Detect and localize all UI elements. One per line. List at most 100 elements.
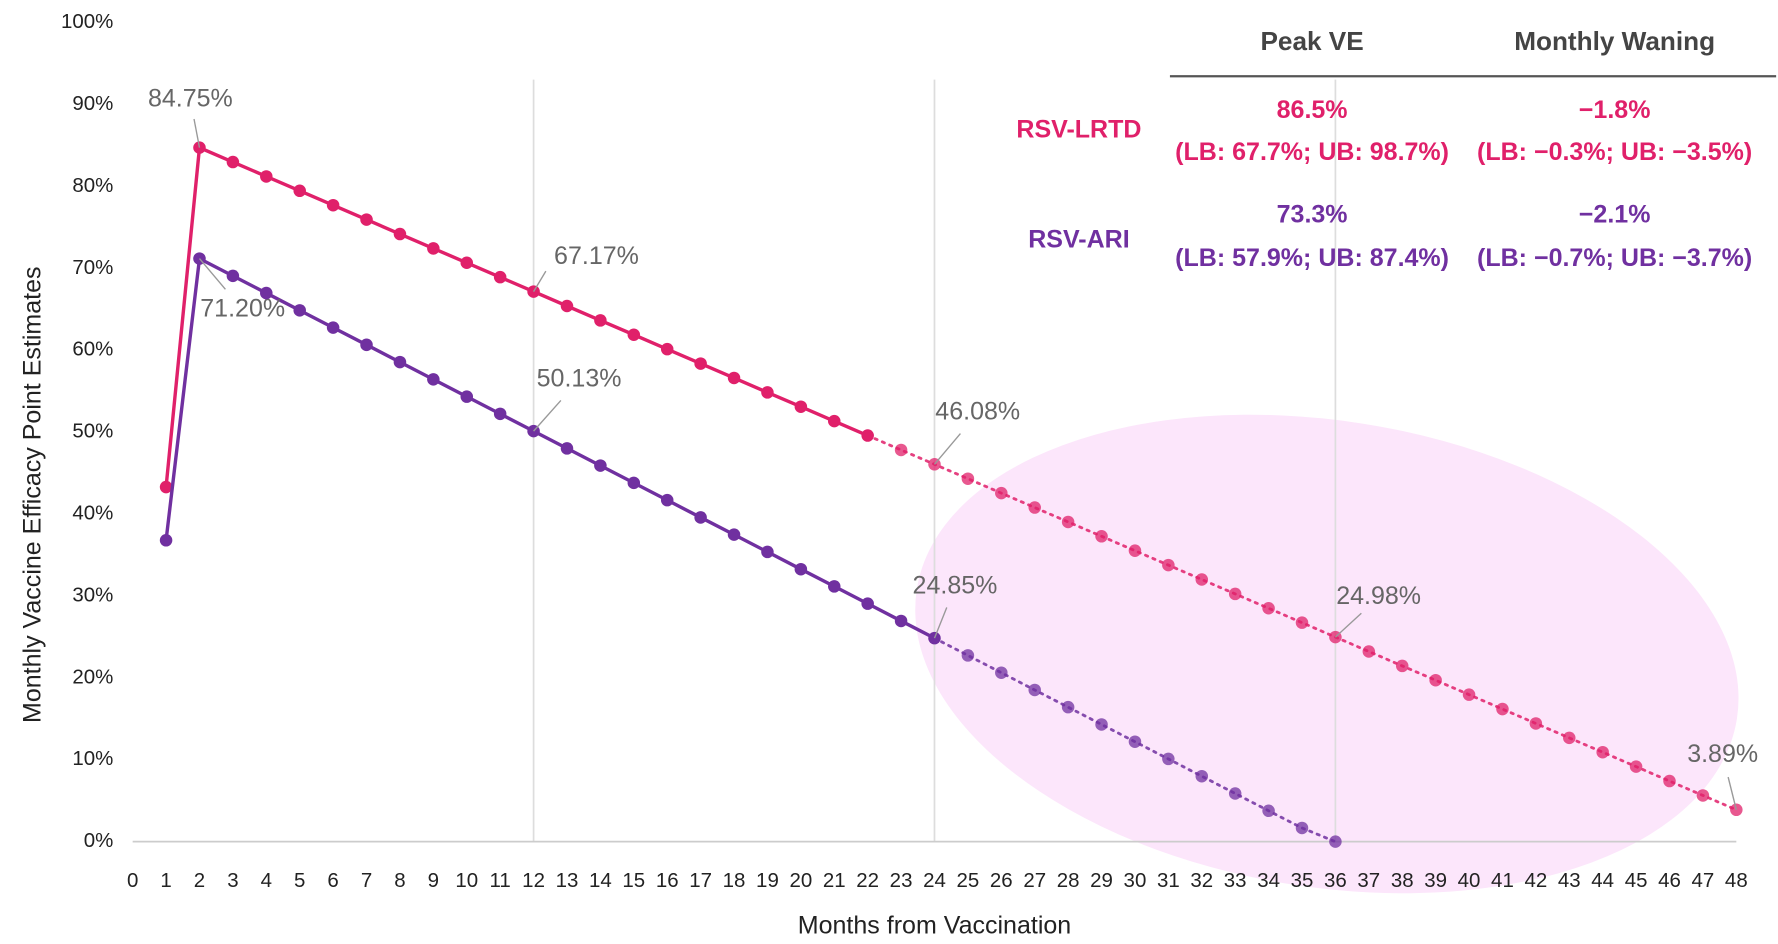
x-tick-label: 4 [261,869,272,892]
label-leader [933,607,948,639]
data-point [627,328,641,342]
x-tick-label: 30 [1124,869,1147,892]
data-point [1128,544,1142,557]
y-tick-label: 40% [72,501,113,524]
x-tick-label: 40 [1458,869,1481,892]
data-point [1596,745,1609,759]
x-tick-label: 22 [856,869,879,892]
data-point [460,390,474,403]
data-point [861,597,874,610]
data-point [961,472,975,485]
data-point [627,476,641,490]
data-label: 46.08% [935,398,1020,426]
table-cell: −1.8% [1579,96,1651,124]
x-tick-label: 34 [1257,869,1280,892]
data-point [260,286,273,300]
data-point [1663,774,1676,788]
data-point [1028,683,1041,697]
data-point [393,355,407,369]
data-label: 84.75% [148,84,233,112]
x-axis-title: Months from Vaccination [798,912,1071,940]
x-tick-label: 2 [194,869,205,892]
data-point [1128,735,1142,748]
y-tick-label: 100% [61,10,113,33]
y-tick-label: 70% [72,256,113,279]
legend-label: RSV-LRTD [1016,115,1141,143]
data-point [1195,573,1209,586]
data-point [660,342,674,356]
y-tick-label: 0% [84,829,114,852]
x-tick-label: 6 [327,869,338,892]
x-tick-label: 3 [227,869,238,892]
data-point [393,227,407,241]
data-point [460,256,474,270]
x-tick-label: 0 [127,869,138,892]
x-tick-label: 41 [1491,869,1514,892]
data-point [828,414,841,428]
label-leader [1727,776,1737,810]
data-point [694,511,707,524]
data-label: 50.13% [537,365,622,393]
y-tick-label: 90% [72,92,113,115]
data-point [1095,718,1108,731]
data-point [894,443,908,457]
y-tick-label: 50% [72,420,113,443]
label-leader [198,258,226,290]
data-point [1496,702,1509,716]
data-point [560,299,574,313]
x-tick-label: 45 [1625,869,1648,892]
x-tick-label: 15 [622,869,645,892]
data-point [159,534,173,547]
label-leader [532,270,547,292]
data-point [1262,804,1275,818]
data-point [326,321,340,334]
x-tick-label: 12 [522,869,545,892]
x-tick-label: 42 [1524,869,1547,892]
y-tick-label: 80% [72,174,113,197]
table-cell: (LB: −0.7%; UB: −3.7%) [1477,244,1752,272]
data-point [727,371,741,385]
table-cell: (LB: 57.9%; UB: 87.4%) [1175,244,1449,272]
data-point [260,170,273,183]
data-point [1462,688,1476,701]
table-cell: 86.5% [1277,96,1348,124]
data-point [660,493,674,507]
data-point [1028,501,1041,514]
x-tick-label: 39 [1424,869,1447,892]
data-point [1295,821,1309,835]
data-point [1295,616,1309,629]
data-point [1362,645,1376,658]
x-tick-label: 20 [789,869,812,892]
data-point [761,386,774,399]
x-tick-label: 13 [556,869,579,892]
x-tick-label: 16 [656,869,679,892]
data-point [1563,731,1576,745]
x-tick-label: 10 [455,869,478,892]
data-point [995,486,1008,500]
data-point [560,442,574,455]
table-cell: (LB: −0.3%; UB: −3.5%) [1477,138,1752,166]
data-point [293,304,306,317]
data-point [1429,673,1442,687]
data-label: 67.17% [554,242,639,270]
data-point [159,480,173,494]
label-leader [1334,612,1362,638]
table-cell: (LB: 67.7%; UB: 98.7%) [1175,138,1449,166]
data-point [293,184,306,198]
x-tick-label: 21 [823,869,846,892]
x-tick-label: 31 [1157,869,1180,892]
x-tick-label: 33 [1224,869,1247,892]
x-tick-label: 48 [1725,869,1748,892]
data-point [1195,769,1209,783]
label-leader [933,433,961,465]
data-label: 3.89% [1687,740,1758,768]
x-tick-label: 1 [160,869,171,892]
data-point [694,357,707,370]
x-tick-label: 29 [1090,869,1113,892]
x-tick-label: 23 [890,869,913,892]
x-tick-label: 27 [1023,869,1046,892]
data-point [427,373,440,386]
x-tick-label: 32 [1190,869,1213,892]
data-point [1228,587,1242,601]
data-point [1696,789,1710,802]
